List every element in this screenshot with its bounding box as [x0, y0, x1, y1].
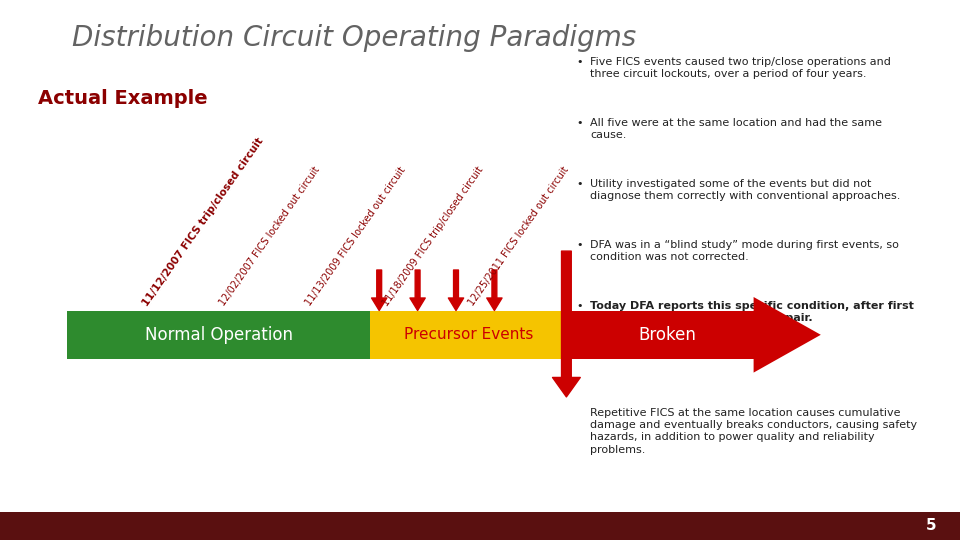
Text: Actual Example: Actual Example — [38, 89, 208, 108]
Text: Normal Operation: Normal Operation — [145, 326, 293, 344]
Text: DFA was in a “blind study” mode during first events, so
condition was not correc: DFA was in a “blind study” mode during f… — [590, 240, 900, 262]
Text: 12/02/2007 FICS locked out circuit: 12/02/2007 FICS locked out circuit — [217, 165, 322, 308]
Text: Utility investigated some of the events but did not
diagnose them correctly with: Utility investigated some of the events … — [590, 179, 900, 201]
Bar — [566, 310, 754, 359]
Text: 11/13/2009 FICS locked out circuit: 11/13/2009 FICS locked out circuit — [303, 165, 408, 308]
Bar — [67, 310, 370, 359]
Bar — [370, 310, 566, 359]
Text: 12/25/2011 FICS locked out circuit: 12/25/2011 FICS locked out circuit — [467, 165, 571, 308]
Text: All five were at the same location and had the same
cause.: All five were at the same location and h… — [590, 118, 882, 140]
Text: Broken: Broken — [638, 326, 696, 344]
Text: Distribution Circuit Operating Paradigms: Distribution Circuit Operating Paradigms — [72, 24, 636, 52]
Polygon shape — [754, 297, 821, 373]
Text: 11/12/2007 FICS trip/closed circuit: 11/12/2007 FICS trip/closed circuit — [140, 136, 265, 308]
Text: Repetitive FICS at the same location causes cumulative
damage and eventually bre: Repetitive FICS at the same location cau… — [590, 408, 918, 455]
Text: 5: 5 — [925, 518, 936, 534]
Text: Today DFA reports this specific condition, after first
event, enabling location : Today DFA reports this specific conditio… — [590, 301, 914, 323]
Text: •: • — [576, 240, 583, 250]
Text: •: • — [576, 179, 583, 189]
Text: 11/18/2009 FICS trip/closed circuit: 11/18/2009 FICS trip/closed circuit — [380, 165, 485, 308]
Bar — [0, 512, 960, 540]
Text: •: • — [576, 301, 583, 311]
Text: Five FICS events caused two trip/close operations and
three circuit lockouts, ov: Five FICS events caused two trip/close o… — [590, 57, 891, 79]
Text: •: • — [576, 118, 583, 128]
Text: •: • — [576, 57, 583, 67]
Text: Precursor Events: Precursor Events — [404, 327, 533, 342]
